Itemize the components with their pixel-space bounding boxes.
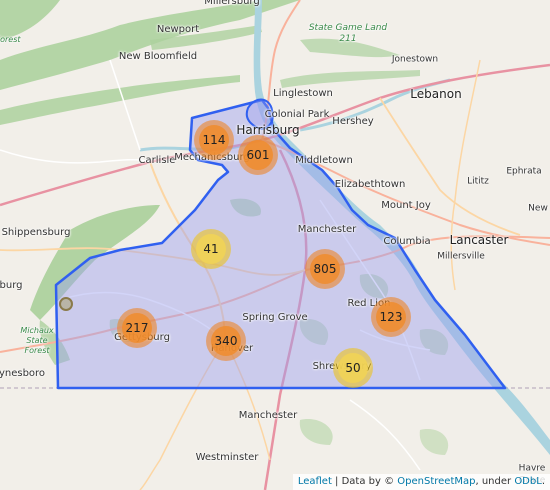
place-label: Newport <box>156 24 200 35</box>
cluster-marker[interactable]: 41 <box>191 229 231 269</box>
attribution-text: , under <box>475 476 515 487</box>
cluster-marker[interactable]: 114 <box>194 120 234 160</box>
cluster-marker[interactable]: 123 <box>371 297 411 337</box>
susquehanna-river <box>253 0 550 455</box>
leaflet-link[interactable]: Leaflet <box>297 476 332 487</box>
forest-ridge <box>0 0 300 90</box>
cluster-count: 123 <box>376 302 406 332</box>
openstreetmap-link[interactable]: OpenStreetMap <box>397 476 476 487</box>
place-label: burg <box>0 280 23 291</box>
cluster-marker[interactable]: 340 <box>206 321 246 361</box>
place-label: Mount Joy <box>381 200 431 211</box>
place-label: Jonestown <box>391 54 439 65</box>
place-label: Millersburg <box>204 0 260 7</box>
place-label: Colonial Park <box>264 109 330 120</box>
highway <box>0 247 306 276</box>
place-label: New Bloomfield <box>118 51 198 62</box>
forest-patch <box>299 319 329 345</box>
harrisburg-outline <box>245 98 274 130</box>
place-label: Lebanon <box>410 87 462 101</box>
attribution-text: | Data by © <box>331 476 398 487</box>
place-label: Millersville <box>437 251 485 262</box>
minor-road <box>319 199 421 381</box>
place-label: ynesboro <box>0 368 46 379</box>
single-location-marker[interactable] <box>59 297 73 311</box>
place-label: Red Lion <box>347 298 391 309</box>
cluster-count: 340 <box>211 326 241 356</box>
cluster-marker[interactable]: 217 <box>117 308 157 348</box>
place-label: New <box>528 203 548 214</box>
highway <box>263 149 308 490</box>
forest-area <box>30 205 160 320</box>
cluster-count: 601 <box>243 140 273 170</box>
minor-road <box>0 149 151 164</box>
highway <box>139 339 226 490</box>
place-label: Linglestown <box>273 88 333 99</box>
place-label: Manchester <box>297 224 357 235</box>
place-label: Harrisburg <box>236 123 300 137</box>
forest-ridge <box>150 25 262 50</box>
forest-ridge <box>300 38 400 58</box>
minor-road <box>109 59 141 151</box>
place-label: Shippensburg <box>1 227 71 238</box>
place-label: Michaux State Forest <box>20 326 54 355</box>
place-label: Lancaster <box>449 233 509 247</box>
highway <box>379 97 521 236</box>
place-label: Spring Grove <box>242 312 308 323</box>
place-label: Westminster <box>195 452 259 463</box>
place-label: Columbia <box>383 236 431 247</box>
cluster-count: 114 <box>199 125 229 155</box>
forest-ridge <box>280 70 420 88</box>
place-label: Hershey <box>332 116 374 127</box>
minor-road <box>349 399 421 471</box>
highway <box>261 0 301 141</box>
cluster-marker[interactable]: 50 <box>333 348 373 388</box>
place-label: Havre <box>518 463 546 474</box>
place-label: Middletown <box>295 155 353 166</box>
cluster-marker[interactable]: 601 <box>238 135 278 175</box>
odbl-link[interactable]: ODbL <box>514 476 542 487</box>
place-label: Forest <box>0 35 21 44</box>
minor-road <box>359 329 431 351</box>
place-label: Elizabethtown <box>334 179 406 190</box>
forest-patch <box>230 198 261 217</box>
county-region <box>54 98 507 390</box>
forest-patch <box>299 419 333 445</box>
place-label: State Game Land 211 <box>308 23 388 44</box>
attribution-text: . <box>541 476 545 487</box>
cluster-marker[interactable]: 805 <box>305 249 345 289</box>
place-label: Ephrata <box>506 166 542 177</box>
forest-patch <box>419 429 449 455</box>
cluster-count: 41 <box>196 234 226 264</box>
place-label: Manchester <box>238 410 298 421</box>
highway <box>450 59 481 291</box>
place-label: Lititz <box>467 176 489 187</box>
minor-road <box>59 291 226 341</box>
forest-ridge <box>0 75 240 125</box>
cluster-count: 217 <box>122 313 152 343</box>
map-attribution: Leaflet | Data by © OpenStreetMap, under… <box>292 474 550 490</box>
cluster-count: 805 <box>310 254 340 284</box>
place-label: Carlisle <box>138 155 176 166</box>
forest-patch <box>419 329 449 355</box>
forest-ridge <box>0 0 60 40</box>
cluster-count: 50 <box>338 353 368 383</box>
